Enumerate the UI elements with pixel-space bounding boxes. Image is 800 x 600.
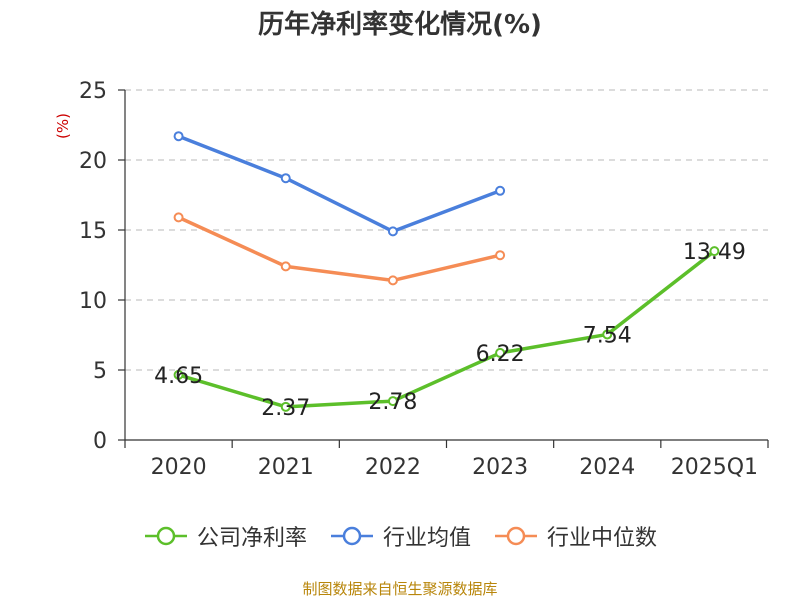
data-point: [495, 347, 506, 358]
x-tick-label: 2021: [258, 455, 314, 480]
data-label: 4.65: [154, 364, 203, 389]
grid-lines: [125, 89, 768, 371]
series-line-company: [178, 249, 716, 409]
series-line-industry_median: [177, 215, 501, 283]
y-tick-label: 10: [79, 289, 107, 314]
x-tick-label: 2020: [151, 455, 207, 480]
x-tick-label: 2023: [472, 455, 528, 480]
series-line-industry_avg: [177, 134, 501, 234]
data-point: [280, 401, 291, 412]
legend-label: 行业中位数: [547, 526, 658, 551]
data-label: 2.37: [261, 396, 310, 421]
data-point: [602, 329, 613, 340]
axes: 0 5 10 15 20 25 2020 2021 2022 2023 2024 2025Q1: [79, 79, 769, 480]
legend-line-marker-icon: [144, 526, 187, 546]
data-label: 13.49: [683, 240, 746, 265]
y-tick-label: 15: [79, 219, 107, 244]
y-tick-label: 25: [79, 79, 107, 104]
source-note: 制图数据来自恒生聚源数据库: [302, 580, 498, 598]
legend-label: 公司净利率: [196, 526, 307, 551]
x-tick-label: 2025Q1: [671, 455, 758, 480]
chart-title: 历年净利率变化情况(%): [258, 10, 542, 40]
y-tick-label: 0: [93, 429, 107, 454]
data-label: 6.22: [476, 342, 525, 367]
data-point: [280, 261, 291, 272]
data-point: [387, 396, 398, 407]
legend-line-marker-icon: [330, 526, 373, 546]
y-tick-label: 5: [93, 359, 107, 384]
data-point: [173, 212, 184, 223]
x-tick-label: 2024: [579, 455, 635, 480]
data-point: [387, 275, 398, 286]
series-layer: [173, 131, 720, 412]
legend-item-industry-median[interactable]: 行业中位数: [493, 520, 657, 552]
legend-item-industry-average[interactable]: 行业均值: [329, 520, 471, 552]
data-labels: 4.65 2.37 2.78 6.22 7.54 13.49: [154, 240, 746, 421]
data-point: [709, 246, 720, 257]
legend-item-company[interactable]: 公司净利率: [143, 520, 307, 552]
y-axis-unit-label: (%): [54, 113, 72, 139]
data-label: 2.78: [368, 390, 417, 415]
y-tick-label: 20: [79, 149, 107, 174]
data-point: [387, 226, 398, 237]
data-point: [173, 369, 184, 380]
data-label: 7.54: [583, 323, 632, 348]
data-point: [495, 250, 506, 261]
x-tick-label: 2022: [365, 455, 421, 480]
legend: 公司净利率 行业均值 行业中位数: [0, 520, 800, 552]
data-point: [280, 173, 291, 184]
legend-label: 行业均值: [382, 526, 471, 551]
data-point: [173, 131, 184, 142]
data-point: [495, 185, 506, 196]
legend-line-marker-icon: [495, 526, 537, 546]
